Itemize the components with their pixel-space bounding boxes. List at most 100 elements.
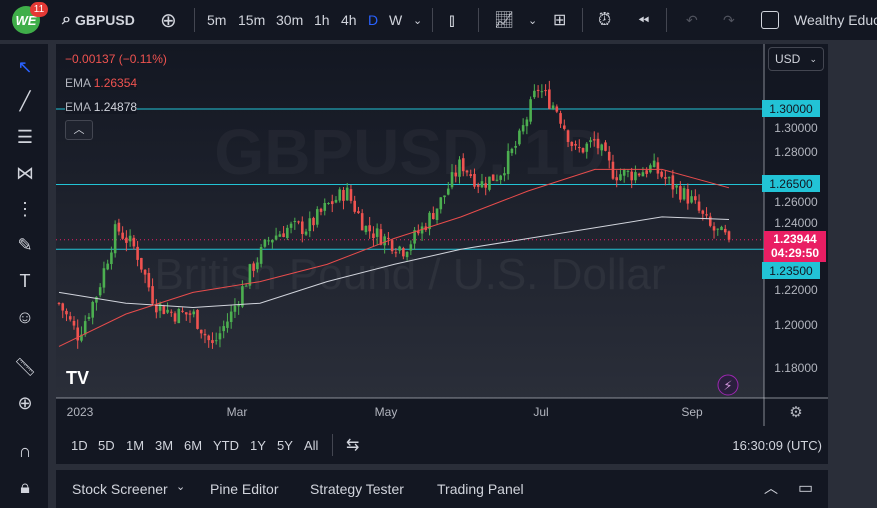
- candle-body: [548, 89, 551, 109]
- clock-time[interactable]: 16:30:09 (UTC): [732, 438, 822, 453]
- divider: [478, 8, 479, 32]
- interval-4h[interactable]: 4h: [341, 12, 357, 28]
- tab-stock-screener[interactable]: Stock Screener: [72, 481, 168, 497]
- undo-icon[interactable]: ↶: [686, 11, 698, 28]
- chevron-up-icon[interactable]: ︿: [764, 480, 778, 496]
- interval-d[interactable]: D: [368, 12, 379, 28]
- range-5d[interactable]: 5D: [98, 438, 115, 453]
- candle-body: [211, 340, 214, 344]
- candle-body: [577, 147, 581, 149]
- trendline-icon[interactable]: ╱: [19, 90, 31, 111]
- range-ytd[interactable]: YTD: [213, 438, 239, 453]
- candle-body: [679, 186, 682, 200]
- bottom-panel: Stock Screener ⌄ Pine Editor Strategy Te…: [56, 470, 828, 508]
- watermark-name: British Pound / U.S. Dollar: [154, 250, 665, 299]
- time-tick: Mar: [227, 405, 248, 419]
- candles-icon[interactable]: ⫾: [449, 9, 455, 30]
- candle-body: [667, 177, 671, 179]
- tab-strategy-tester[interactable]: Strategy Tester: [310, 481, 404, 497]
- pattern-icon[interactable]: ⋈: [16, 162, 34, 183]
- interval-15m[interactable]: 15m: [238, 12, 266, 28]
- candle-body: [592, 139, 596, 141]
- candle-body: [192, 311, 196, 315]
- candle-body: [634, 172, 637, 181]
- candle-body: [342, 190, 345, 201]
- layout-grid-icon[interactable]: ⊞: [553, 12, 567, 29]
- brush-icon[interactable]: ✎: [17, 234, 33, 255]
- fib-icon[interactable]: ☰: [16, 126, 34, 147]
- interval-1h[interactable]: 1h: [314, 12, 330, 28]
- tab-pine-editor[interactable]: Pine Editor: [210, 481, 279, 497]
- candle-body: [390, 240, 394, 252]
- goto-date-icon[interactable]: ⇆: [346, 437, 360, 454]
- candle-body: [57, 302, 61, 304]
- maximize-icon[interactable]: ▭: [798, 480, 814, 497]
- divider: [582, 8, 583, 32]
- range-3m[interactable]: 3M: [155, 438, 174, 453]
- divider: [666, 8, 667, 32]
- cursor-icon[interactable]: ↖: [17, 56, 33, 77]
- magnet-icon[interactable]: ∩: [18, 440, 32, 461]
- candle-body: [106, 263, 109, 270]
- candle-body: [76, 327, 80, 341]
- candle-body: [443, 195, 446, 198]
- symbol-search[interactable]: ⌕ GBPUSD: [62, 0, 135, 40]
- range-5y[interactable]: 5Y: [277, 438, 293, 453]
- candle-body: [222, 326, 225, 332]
- candle-body: [364, 225, 368, 233]
- range-1m[interactable]: 1M: [126, 438, 145, 453]
- candle-body: [91, 301, 94, 318]
- candle-body: [690, 196, 693, 203]
- candle-body: [720, 226, 723, 231]
- notification-badge: 11: [30, 2, 48, 17]
- collapse-legend-button[interactable]: ︿: [65, 120, 93, 140]
- range-1d[interactable]: 1D: [71, 438, 88, 453]
- range-1y[interactable]: 1Y: [250, 438, 266, 453]
- compare-plus-icon[interactable]: ⊕: [160, 9, 177, 32]
- level-label: 1.26500: [762, 175, 820, 192]
- candle-body: [323, 203, 327, 211]
- search-icon: ⌕: [62, 11, 71, 28]
- candle-body: [125, 237, 128, 243]
- candle-body: [694, 196, 697, 201]
- replay-icon[interactable]: ⏪︎: [638, 11, 650, 28]
- range-all[interactable]: All: [304, 438, 319, 453]
- candle-body: [405, 251, 409, 258]
- candle-body: [181, 310, 184, 312]
- interval-30m[interactable]: 30m: [276, 12, 304, 28]
- redo-icon[interactable]: ↷: [723, 11, 735, 28]
- candle-body: [289, 223, 293, 228]
- level-label: 1.30000: [762, 100, 820, 117]
- chevron-down-icon[interactable]: ⌄: [176, 481, 186, 493]
- candle-body: [630, 171, 633, 181]
- indicators-icon[interactable]: 📈︎: [494, 12, 515, 29]
- range-6m[interactable]: 6M: [184, 438, 203, 453]
- ruler-icon[interactable]: 📏︎: [13, 356, 37, 377]
- candle-body: [184, 312, 188, 315]
- account-name[interactable]: Wealthy Educ: [794, 12, 877, 28]
- interval-w[interactable]: W: [389, 12, 403, 28]
- chevron-down-icon[interactable]: ⌄: [528, 14, 538, 27]
- candle-body: [712, 226, 716, 231]
- chart-area[interactable]: GBPUSD, 1D British Pound / U.S. Dollar 1…: [56, 44, 828, 426]
- price-chart[interactable]: GBPUSD, 1D British Pound / U.S. Dollar 1…: [56, 44, 828, 426]
- alarm-icon[interactable]: ⏰︎: [598, 10, 612, 29]
- candle-body: [61, 303, 65, 311]
- checkbox-icon[interactable]: [761, 0, 779, 40]
- settings-gear-icon[interactable]: ⚙︎: [789, 404, 802, 421]
- candle-body: [446, 188, 450, 195]
- currency-select[interactable]: USD ⌄: [768, 47, 824, 71]
- lightning-icon[interactable]: [717, 374, 739, 396]
- text-icon[interactable]: T: [19, 270, 31, 291]
- emoji-icon[interactable]: ☺: [15, 306, 35, 327]
- divider: [194, 8, 195, 32]
- ema-slow-legend[interactable]: EMA 1.24878: [65, 100, 138, 114]
- chevron-down-icon[interactable]: ⌄: [413, 14, 423, 27]
- lock-icon[interactable]: 🔒︎: [20, 476, 30, 497]
- tab-trading-panel[interactable]: Trading Panel: [437, 481, 524, 497]
- ema-value: 1.26354: [93, 76, 138, 90]
- interval-5m[interactable]: 5m: [207, 12, 227, 28]
- prediction-icon[interactable]: ⋮: [16, 198, 34, 219]
- ema-fast-legend[interactable]: EMA 1.26354: [65, 76, 138, 90]
- zoom-icon[interactable]: ⊕: [17, 392, 33, 413]
